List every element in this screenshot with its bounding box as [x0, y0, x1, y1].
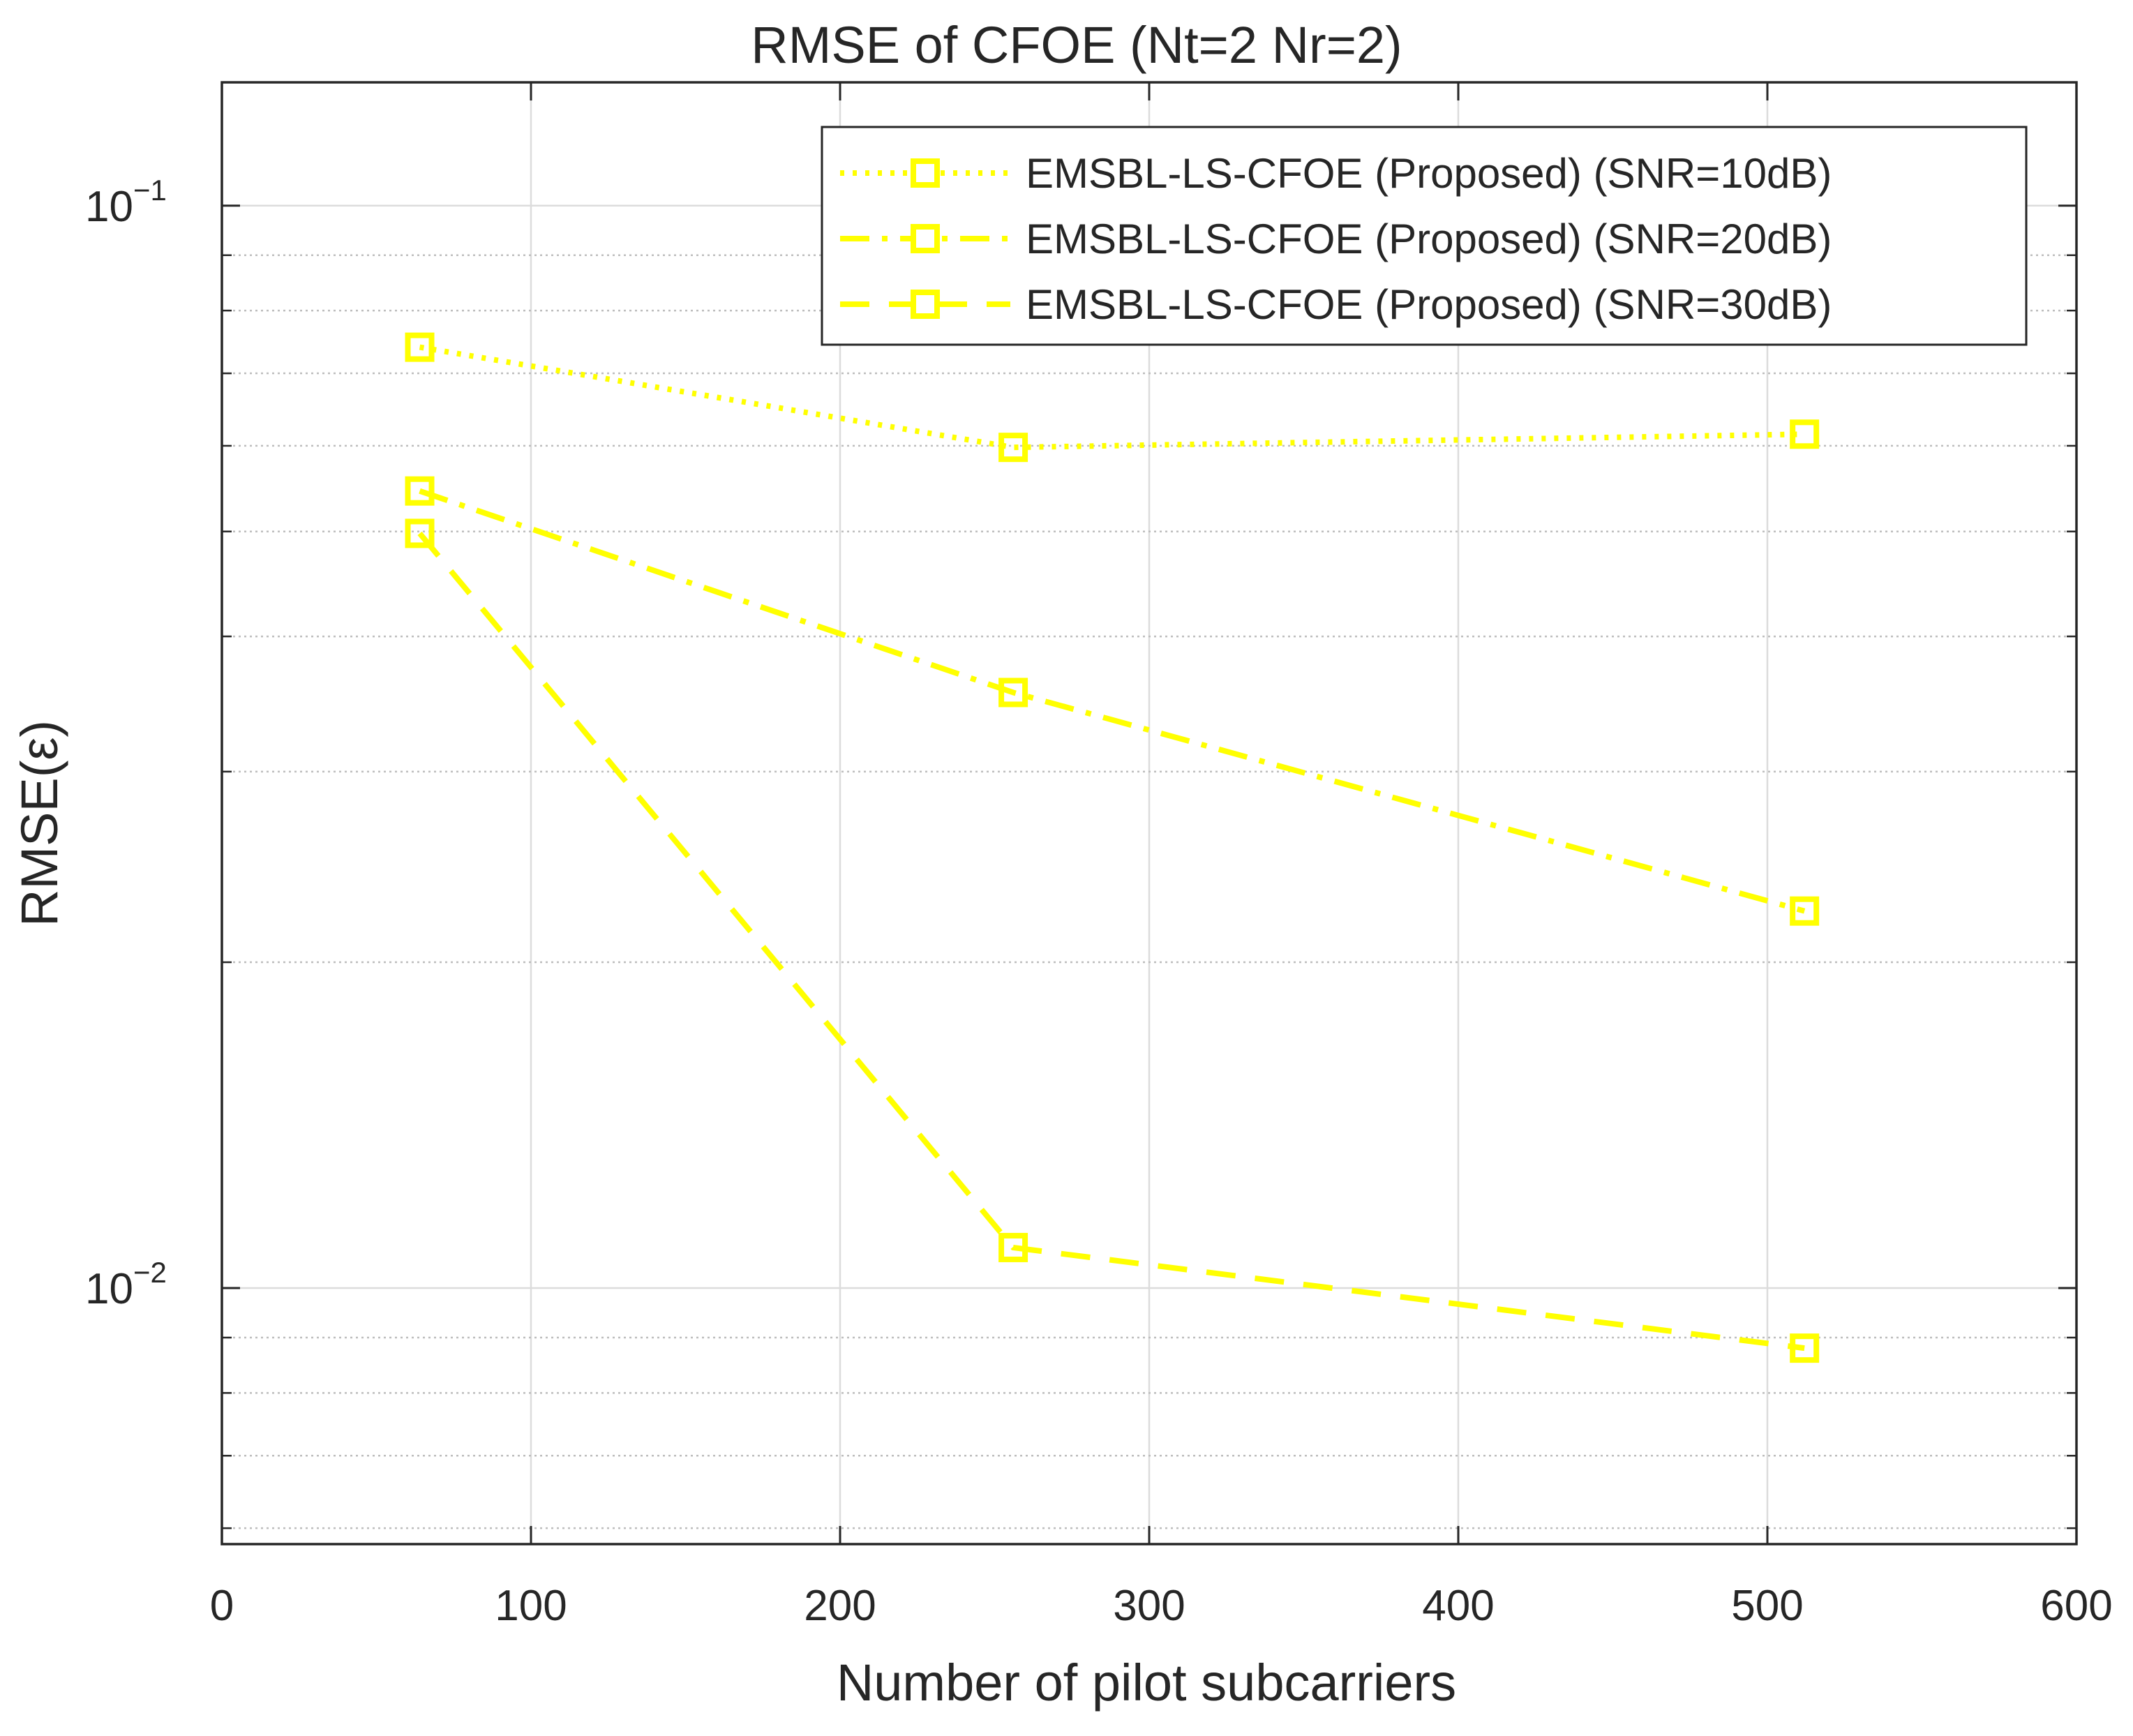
legend-marker — [911, 224, 940, 253]
legend-label: EMSBL-LS-CFOE (Proposed) (SNR=30dB) — [1026, 281, 1832, 328]
data-point-marker — [1790, 1333, 1820, 1363]
x-tick-label: 100 — [495, 1582, 567, 1630]
series-line — [417, 531, 1805, 1352]
chart-title: RMSE of CFOE (Nt=2 Nr=2) — [751, 16, 1402, 74]
series-line — [419, 488, 1806, 914]
legend-label: EMSBL-LS-CFOE (Proposed) (SNR=10dB) — [1026, 150, 1832, 197]
legend-marker — [911, 158, 940, 188]
x-tick-label: 300 — [1113, 1582, 1185, 1630]
y-tick-label: 10−2 — [85, 1256, 167, 1313]
x-tick-label: 600 — [2040, 1582, 2112, 1630]
x-tick-label: 500 — [1731, 1582, 1803, 1630]
legend-box — [821, 126, 2028, 346]
y-axis-title: RMSE(ε) — [10, 720, 68, 927]
data-point-marker — [405, 476, 435, 506]
x-tick-label: 200 — [804, 1582, 876, 1630]
x-tick-label: 400 — [1422, 1582, 1494, 1630]
x-axis-title: Number of pilot subcarriers — [837, 1654, 1456, 1712]
series-group — [405, 332, 1820, 1363]
x-tick-label: 0 — [210, 1582, 234, 1630]
y-tick-label: 10−1 — [85, 174, 167, 231]
data-point-marker — [405, 518, 435, 548]
data-point-marker — [998, 433, 1028, 463]
data-point-marker — [998, 678, 1028, 708]
legend-label: EMSBL-LS-CFOE (Proposed) (SNR=20dB) — [1026, 216, 1832, 262]
legend-marker — [911, 290, 940, 319]
data-point-marker — [998, 1232, 1028, 1262]
axes: 0 100 200 300 400 500 600 10−2 10−1 — [85, 81, 2113, 1630]
data-point-marker — [1790, 896, 1820, 926]
data-point-marker — [405, 332, 435, 362]
plot-frame — [220, 81, 2078, 1546]
data-point-marker — [1790, 419, 1820, 449]
legend: EMSBL-LS-CFOE (Proposed) (SNR=10dB) EMSBL… — [821, 126, 2028, 346]
